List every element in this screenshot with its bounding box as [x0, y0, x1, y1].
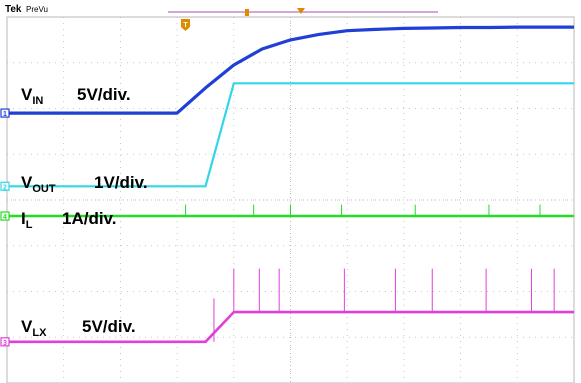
trigger-time-label: T: [183, 22, 188, 29]
vin-subscript: IN: [32, 95, 43, 107]
brand-label: Tek: [5, 4, 22, 15]
trigger-time-icon: [181, 19, 190, 31]
il-subscript: L: [26, 219, 33, 231]
channel-number-vout: 2: [3, 184, 7, 191]
svg-text:VIN: VIN: [21, 85, 43, 107]
trace-vlx: [7, 310, 574, 344]
svg-text:IL: IL: [21, 209, 33, 231]
vout-name: V: [21, 173, 33, 192]
record-position-marker: [245, 9, 249, 16]
svg-text:VLX: VLX: [21, 317, 47, 339]
channel-number-vlx: 3: [3, 340, 7, 347]
channel-marker-vlx: [0, 337, 10, 347]
trace-vout: [7, 82, 574, 188]
channel-marker-vin: [0, 108, 10, 118]
vout-scale: 1V/div.: [94, 173, 148, 192]
vlx-name: V: [21, 317, 33, 336]
vlx-subscript: LX: [32, 327, 47, 339]
vin-name: V: [21, 85, 33, 104]
traces: [7, 25, 574, 344]
channel-marker-il: [0, 211, 10, 221]
channel-marker-vout: [0, 181, 10, 191]
vlx-scale: 5V/div.: [82, 317, 136, 336]
trace-label-il: IL 1A/div.: [21, 209, 116, 231]
channel-number-il: 4: [3, 214, 7, 221]
trace-vin: [7, 25, 574, 115]
trace-label-vout: VOUT 1V/div.: [21, 173, 148, 195]
channel-number-vin: 1: [3, 111, 7, 118]
il-name: I: [21, 209, 26, 228]
graticule: [6, 16, 575, 383]
acquisition-mode-label: PreVu: [26, 5, 48, 14]
trigger-position-arrow[interactable]: [297, 8, 305, 14]
svg-text:VOUT: VOUT: [21, 173, 56, 195]
vout-subscript: OUT: [32, 183, 56, 195]
trace-label-vlx: VLX 5V/div.: [21, 317, 136, 339]
vin-scale: 5V/div.: [77, 85, 131, 104]
trace-label-vin: VIN 5V/div.: [21, 85, 131, 107]
il-scale: 1A/div.: [62, 209, 116, 228]
channel-markers: 1 2 4 3: [0, 108, 10, 347]
